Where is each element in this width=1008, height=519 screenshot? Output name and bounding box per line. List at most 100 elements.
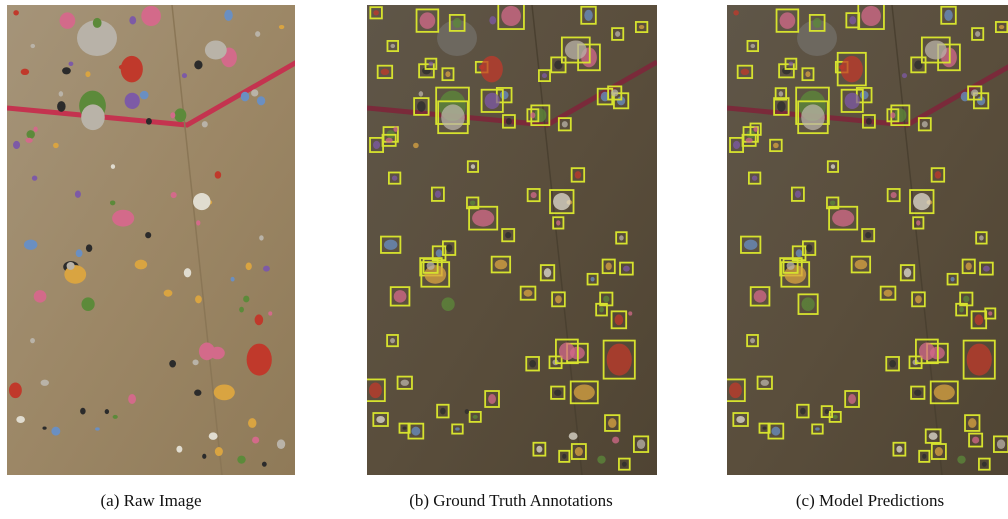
- hold: [33, 126, 38, 132]
- bounding-box: [910, 56, 927, 74]
- bounding-box: [915, 338, 939, 365]
- hold: [957, 455, 966, 464]
- hold: [42, 426, 47, 430]
- bounding-box: [970, 310, 988, 330]
- hold: [243, 295, 250, 303]
- bounding-box: [551, 291, 566, 308]
- bounding-box: [955, 302, 968, 317]
- hold: [214, 447, 223, 457]
- hold: [736, 416, 745, 424]
- hold: [183, 268, 192, 278]
- bounding-box: [850, 255, 872, 274]
- hold: [134, 259, 148, 270]
- hold: [252, 436, 260, 444]
- hold: [230, 276, 235, 282]
- bounding-box: [468, 411, 482, 423]
- hold: [554, 60, 563, 70]
- hold: [109, 200, 116, 206]
- hold: [848, 394, 856, 404]
- bounding-box: [549, 189, 575, 215]
- bounding-box: [466, 196, 480, 210]
- bounding-box: [538, 69, 551, 83]
- hold: [494, 259, 508, 270]
- hold: [534, 108, 547, 123]
- bounding-box: [801, 67, 815, 82]
- raw-image: [7, 5, 295, 475]
- hold: [599, 306, 604, 313]
- hold: [914, 60, 923, 70]
- bounding-box: [879, 285, 897, 301]
- bounding-box: [975, 231, 988, 245]
- hold: [638, 24, 645, 30]
- hold: [751, 175, 758, 181]
- bounding-box: [525, 356, 540, 372]
- hold: [74, 190, 81, 198]
- bounding-box: [861, 228, 876, 243]
- hold: [435, 249, 443, 258]
- hold: [611, 89, 619, 97]
- hold: [619, 235, 624, 241]
- hold: [383, 239, 398, 250]
- hold: [251, 89, 259, 97]
- hold: [976, 96, 986, 106]
- bounding-box: [570, 443, 587, 460]
- hold: [413, 142, 419, 149]
- hold: [261, 461, 267, 467]
- hold: [145, 232, 152, 239]
- hold: [903, 268, 912, 278]
- hold: [196, 220, 201, 226]
- bounding-box: [775, 8, 800, 33]
- hold: [104, 409, 110, 415]
- hold: [240, 91, 250, 102]
- hold: [129, 16, 137, 25]
- hold: [16, 416, 25, 424]
- hold: [268, 311, 273, 316]
- bounding-box: [758, 422, 771, 434]
- hold: [530, 112, 536, 119]
- hold: [201, 121, 208, 128]
- hold: [393, 126, 398, 132]
- bounding-box: [912, 216, 925, 230]
- bounding-box: [727, 378, 746, 403]
- bounding-box: [784, 57, 798, 70]
- hold: [208, 432, 218, 440]
- hold: [141, 5, 161, 27]
- hold: [740, 68, 750, 76]
- hold: [778, 91, 784, 97]
- bounding-box: [422, 258, 439, 274]
- hold: [832, 414, 838, 419]
- hold: [390, 337, 395, 344]
- hold: [255, 31, 261, 37]
- bounding-box: [369, 6, 383, 20]
- hold: [256, 96, 266, 106]
- hold: [202, 453, 207, 459]
- bounding-box: [929, 380, 959, 405]
- hold: [170, 112, 176, 119]
- hold: [25, 137, 33, 143]
- hold: [419, 12, 436, 29]
- bounding-box: [978, 457, 991, 471]
- caption: (b) Ground Truth Annotations: [409, 491, 613, 510]
- bounding-box: [979, 261, 994, 276]
- hold: [373, 140, 381, 150]
- bounding-box: [480, 88, 504, 113]
- bounding-box: [984, 307, 997, 320]
- caption: (c) Model Predictions: [796, 491, 944, 510]
- hold: [259, 235, 264, 241]
- hold: [13, 140, 21, 150]
- bounding-box: [993, 435, 1008, 453]
- hold: [417, 101, 426, 112]
- hold: [85, 71, 91, 78]
- panel-seam: [891, 5, 943, 475]
- prediction-image: [727, 5, 1008, 475]
- hold: [139, 90, 149, 100]
- hold: [464, 409, 470, 415]
- hold: [469, 200, 476, 206]
- hold: [541, 73, 548, 79]
- bounding-box: [797, 100, 829, 135]
- bounding-box: [910, 385, 926, 400]
- hold: [23, 239, 38, 250]
- hold: [988, 311, 993, 316]
- volume: [77, 20, 117, 56]
